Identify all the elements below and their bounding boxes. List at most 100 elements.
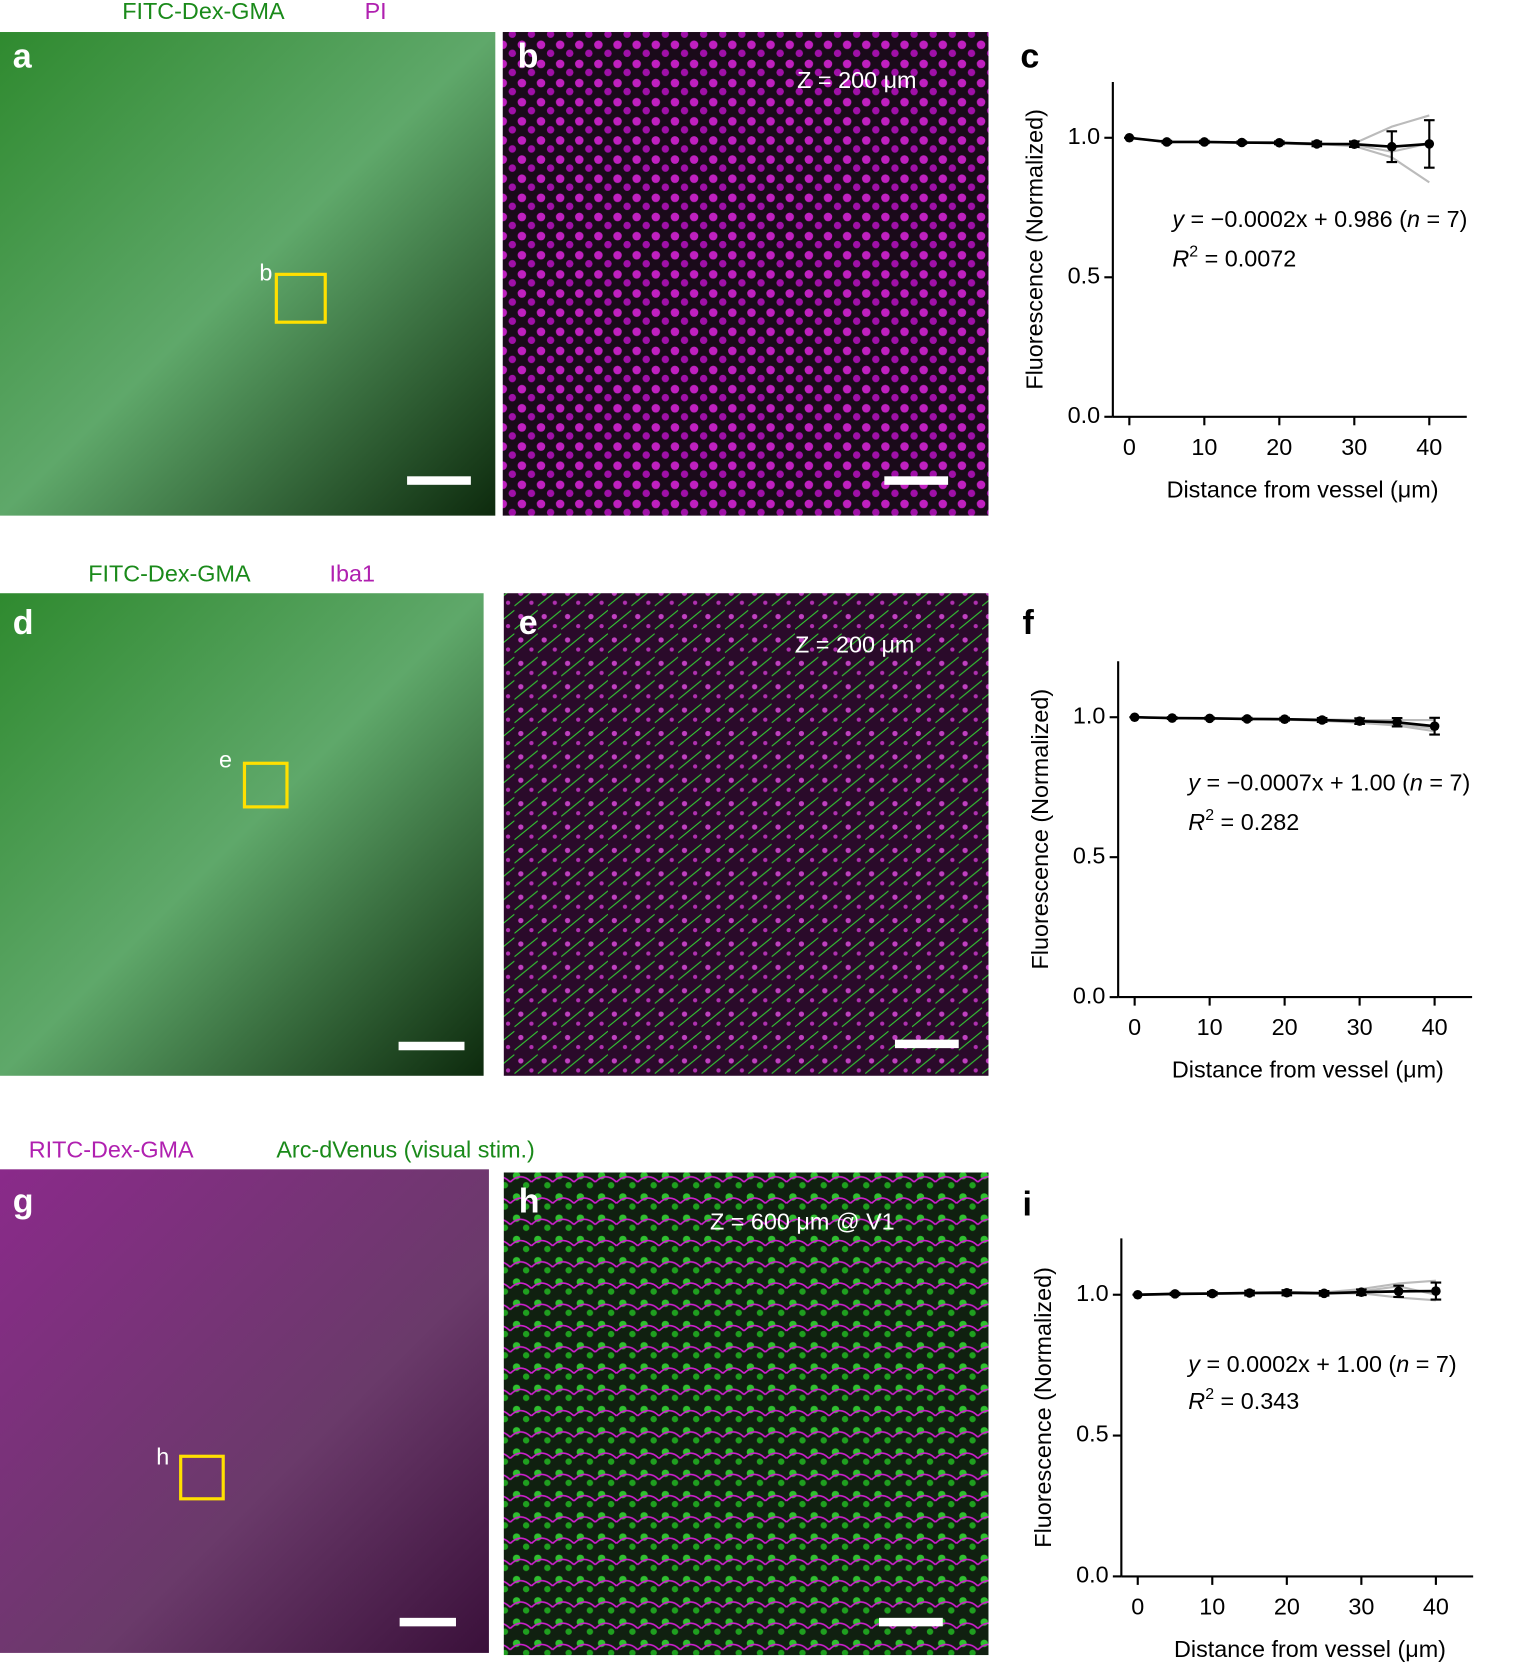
channel-label: Arc-dVenus (visual stim.) xyxy=(276,1136,535,1162)
x-tick-label: 0 xyxy=(1123,434,1136,460)
y-axis-label: Fluorescence (Normalized) xyxy=(1030,1267,1056,1548)
channel-label: PI xyxy=(365,0,387,24)
equation-part: y xyxy=(1170,206,1185,232)
y-tick-label: 0.5 xyxy=(1068,262,1101,288)
panel-letter: c xyxy=(1020,38,1039,76)
y-tick-label: 1.0 xyxy=(1073,702,1106,728)
panel-letter: h xyxy=(519,1182,540,1220)
x-tick-label: 30 xyxy=(1348,1593,1374,1619)
y-tick-label: 0.5 xyxy=(1076,1421,1109,1447)
x-axis-label: Distance from vessel (μm) xyxy=(1172,1057,1444,1083)
point xyxy=(1204,713,1215,724)
y-tick-label: 0.0 xyxy=(1073,982,1106,1008)
point xyxy=(1424,139,1435,149)
point xyxy=(1317,715,1327,725)
r-squared-part: = 0.0072 xyxy=(1198,246,1296,272)
point xyxy=(1312,139,1322,149)
point xyxy=(1279,714,1290,724)
scale-bar xyxy=(894,1039,959,1049)
depth-label: Z = 600 μm @ V1 xyxy=(710,1209,895,1235)
point xyxy=(1356,1287,1367,1297)
equation-part: = −0.0007x + 1.00 ( xyxy=(1200,770,1410,796)
point xyxy=(1167,713,1177,723)
x-tick-label: 0 xyxy=(1128,1014,1141,1040)
micrograph xyxy=(0,32,496,516)
point xyxy=(1199,137,1210,147)
equation-part: n xyxy=(1410,770,1423,796)
point xyxy=(1349,139,1360,149)
micrograph xyxy=(503,1172,989,1656)
equation: y = −0.0007x + 1.00 (n = 7) xyxy=(1186,770,1470,796)
r-squared-part: 2 xyxy=(1205,807,1214,824)
channel-label: FITC-Dex-GMA xyxy=(88,560,251,586)
scale-bar xyxy=(879,1617,943,1627)
equation-part: = 0.0002x + 1.00 ( xyxy=(1200,1351,1396,1377)
micrograph xyxy=(502,32,989,516)
r-squared-part: 2 xyxy=(1205,1386,1214,1403)
panel-letter: a xyxy=(13,38,33,76)
channel-label: Iba1 xyxy=(329,560,375,586)
roi-label: b xyxy=(259,260,272,286)
micrograph xyxy=(0,593,484,1076)
y-tick-label: 1.0 xyxy=(1076,1280,1109,1306)
point xyxy=(1429,721,1440,731)
point xyxy=(1393,1286,1404,1297)
r-squared-part: = 0.282 xyxy=(1214,809,1299,835)
equation-part: = 7) xyxy=(1423,770,1470,796)
point xyxy=(1282,1287,1292,1298)
channel-label: FITC-Dex-GMA xyxy=(122,0,285,24)
panel-letter: b xyxy=(518,38,539,76)
x-tick-label: 20 xyxy=(1274,1593,1300,1619)
point xyxy=(1124,132,1135,143)
point xyxy=(1162,137,1172,147)
micrograph xyxy=(0,1169,489,1653)
panel-letter: f xyxy=(1022,604,1034,642)
equation: y = 0.0002x + 1.00 (n = 7) xyxy=(1186,1351,1456,1377)
point xyxy=(1274,138,1285,148)
r-squared-part: R xyxy=(1188,1388,1205,1414)
point xyxy=(1207,1288,1218,1299)
equation-part: = −0.0002x + 0.986 ( xyxy=(1184,206,1407,232)
y-axis-label: Fluorescence (Normalized) xyxy=(1021,109,1047,390)
scale-bar xyxy=(399,1617,456,1627)
point xyxy=(1170,1289,1180,1299)
scale-bar xyxy=(884,476,949,485)
r-squared: R2 = 0.282 xyxy=(1188,807,1299,835)
r-squared-part: R xyxy=(1188,809,1205,835)
point xyxy=(1237,137,1247,148)
point xyxy=(1129,712,1140,723)
r-squared: R2 = 0.0072 xyxy=(1172,243,1296,271)
equation: y = −0.0002x + 0.986 (n = 7) xyxy=(1170,206,1467,232)
roi-box xyxy=(242,761,289,809)
depth-label: Z = 200 μm xyxy=(795,632,914,658)
y-tick-label: 0.0 xyxy=(1076,1562,1109,1588)
equation-part: n xyxy=(1396,1351,1409,1377)
point xyxy=(1387,141,1397,152)
panel-letter: d xyxy=(13,604,34,642)
x-tick-label: 20 xyxy=(1272,1014,1298,1040)
x-tick-label: 40 xyxy=(1422,1014,1448,1040)
x-tick-label: 30 xyxy=(1341,434,1367,460)
r-squared-part: 2 xyxy=(1189,243,1198,260)
point xyxy=(1244,1288,1255,1298)
scale-bar xyxy=(407,476,471,485)
equation-part: n xyxy=(1407,206,1420,232)
point xyxy=(1319,1288,1329,1299)
point xyxy=(1431,1286,1441,1296)
x-tick-label: 40 xyxy=(1423,1593,1449,1619)
equation-part: y xyxy=(1186,770,1201,796)
r-squared-part: = 0.343 xyxy=(1214,1388,1299,1414)
point xyxy=(1132,1289,1143,1300)
x-tick-label: 0 xyxy=(1131,1593,1144,1619)
roi-box xyxy=(274,272,327,324)
point xyxy=(1242,714,1252,724)
micrograph xyxy=(503,593,989,1076)
x-tick-label: 30 xyxy=(1347,1014,1373,1040)
r-squared: R2 = 0.343 xyxy=(1188,1386,1299,1414)
panel-letter: i xyxy=(1022,1185,1031,1223)
panel-letter: g xyxy=(13,1182,34,1220)
y-tick-label: 0.5 xyxy=(1073,842,1106,868)
depth-label: Z = 200 μm xyxy=(797,67,916,93)
point xyxy=(1354,716,1365,726)
